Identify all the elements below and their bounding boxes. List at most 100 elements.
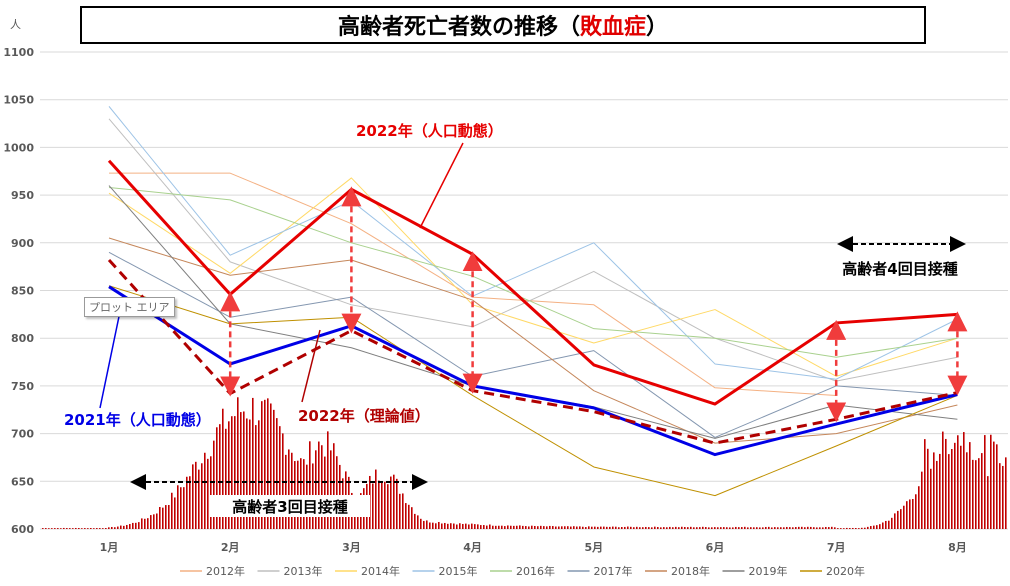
daily-bar [141, 518, 143, 529]
daily-bar [741, 527, 743, 529]
daily-bar [96, 528, 98, 529]
daily-bar [804, 527, 806, 529]
daily-bar [708, 527, 710, 529]
x-tick-label: 7月 [827, 541, 846, 554]
daily-bar [273, 409, 275, 529]
daily-bar [972, 459, 974, 529]
daily-bar [429, 522, 431, 529]
daily-bar [378, 480, 380, 529]
daily-bar [684, 526, 686, 529]
daily-bar [402, 493, 404, 529]
daily-bar [660, 527, 662, 529]
daily-bar [111, 526, 113, 529]
daily-bar [927, 448, 929, 529]
daily-bar [645, 526, 647, 529]
x-tick-label: 8月 [948, 541, 967, 554]
daily-bar [843, 528, 845, 529]
daily-bar [555, 526, 557, 529]
daily-bar [183, 487, 185, 529]
daily-bar [486, 525, 488, 529]
daily-bar [909, 499, 911, 529]
daily-bar [135, 522, 137, 529]
daily-bar [747, 527, 749, 529]
daily-bar [675, 526, 677, 529]
daily-bar [900, 509, 902, 529]
daily-bar [609, 526, 611, 529]
x-axis: 1月 2月 3月 4月 5月 6月 7月 8月 [100, 541, 967, 554]
grid-lines [40, 51, 1008, 530]
daily-bar [66, 528, 68, 529]
daily-bar [867, 526, 869, 529]
daily-bar [822, 527, 824, 529]
daily-bar [462, 523, 464, 529]
daily-bar [90, 528, 92, 529]
daily-bar [528, 526, 530, 529]
daily-bar [705, 527, 707, 529]
daily-bar [519, 525, 521, 529]
daily-bar [75, 527, 77, 529]
daily-bar [855, 528, 857, 529]
daily-bar [876, 525, 878, 529]
daily-bar [825, 526, 827, 529]
gap-arrows [220, 186, 968, 423]
daily-bar [432, 522, 434, 529]
y-axis-unit: 人 [10, 18, 21, 31]
daily-bar [564, 526, 566, 529]
x-tick-label: 5月 [584, 541, 603, 554]
daily-bar [399, 493, 401, 529]
daily-bar [975, 460, 977, 529]
daily-bar [390, 476, 392, 529]
daily-bar [756, 527, 758, 529]
daily-bar [510, 525, 512, 529]
daily-bar [477, 524, 479, 529]
daily-bar [732, 527, 734, 529]
daily-bar [93, 528, 95, 529]
daily-bar [987, 476, 989, 529]
daily-bar [693, 527, 695, 529]
daily-bar [153, 514, 155, 529]
daily-bar [594, 526, 596, 529]
vaccine3-label-bg [210, 495, 370, 517]
y-tick-label: 1100 [3, 46, 34, 59]
daily-bar [870, 526, 872, 529]
x-tick-label: 3月 [342, 541, 361, 554]
daily-bar [438, 521, 440, 529]
daily-bar [549, 525, 551, 529]
daily-bar [720, 527, 722, 529]
legend-label: 2013年 [284, 564, 323, 578]
daily-bar [201, 463, 203, 529]
daily-bar [468, 524, 470, 529]
daily-bar [597, 526, 599, 529]
annotation-leader [301, 329, 321, 403]
x-tick-label: 4月 [463, 541, 482, 554]
series-line [108, 177, 958, 377]
daily-bar [441, 523, 443, 529]
daily-bar [915, 494, 917, 529]
daily-bar [450, 523, 452, 529]
daily-bar [471, 523, 473, 529]
daily-bar [918, 486, 920, 529]
daily-bar [54, 528, 56, 529]
daily-bar [657, 526, 659, 529]
daily-bar [777, 527, 779, 529]
daily-bar [531, 525, 533, 529]
series-lines [107, 106, 958, 497]
daily-bar [762, 527, 764, 529]
daily-bar [192, 464, 194, 529]
daily-bar [102, 528, 104, 529]
daily-bar [186, 476, 188, 529]
legend-label: 2017年 [594, 564, 633, 578]
daily-bar [792, 527, 794, 529]
daily-bar [906, 501, 908, 529]
series-line [107, 159, 958, 406]
daily-bar [894, 513, 896, 529]
daily-bar [426, 520, 428, 529]
daily-bar [51, 528, 53, 529]
daily-bar [888, 520, 890, 529]
y-tick-label: 850 [11, 285, 34, 298]
daily-bar [861, 527, 863, 529]
daily-bar [840, 528, 842, 529]
daily-bar [330, 450, 332, 529]
daily-bar [681, 526, 683, 529]
annotation-leader [419, 142, 464, 229]
